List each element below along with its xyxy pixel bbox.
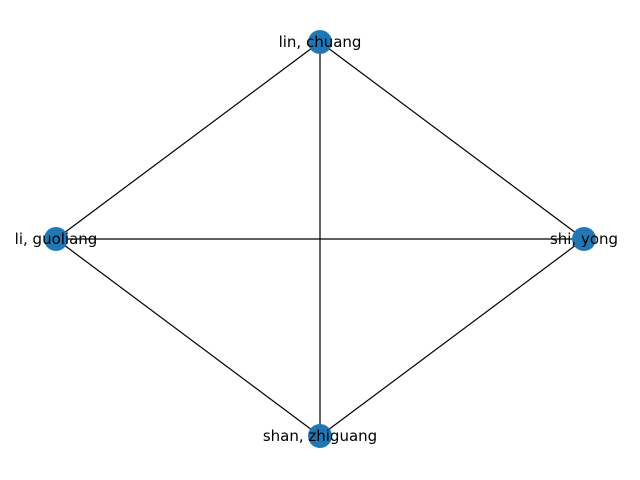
node-label-lin: lin, chuang [279, 33, 362, 51]
label-layer: lin, chuang shi, yong shan, zhiguang li,… [15, 33, 618, 445]
node-layer [44, 30, 596, 448]
node-lin[interactable] [308, 30, 332, 54]
edge-shi-shan [319, 238, 585, 437]
node-label-shan: shan, zhiguang [263, 427, 377, 445]
node-label-li: li, guoliang [15, 230, 98, 248]
edge-li-shan [55, 238, 321, 437]
node-shan[interactable] [308, 424, 332, 448]
node-li[interactable] [44, 227, 68, 251]
edge-layer [55, 41, 585, 437]
node-label-shi: shi, yong [550, 230, 618, 248]
edge-lin-shi [319, 41, 585, 240]
edge-lin-li [55, 41, 321, 240]
node-shi[interactable] [572, 227, 596, 251]
